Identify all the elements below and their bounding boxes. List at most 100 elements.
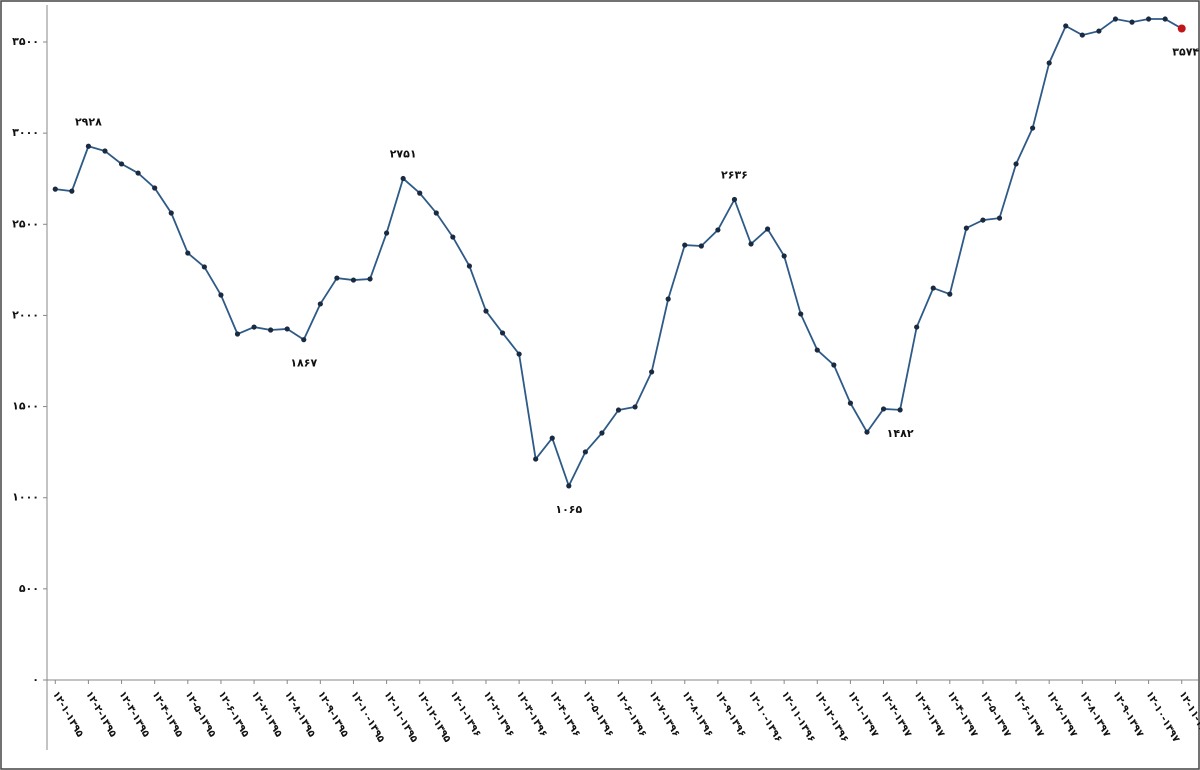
marker — [1013, 161, 1019, 167]
marker — [483, 308, 489, 314]
y-tick-label: ۲۰۰۰ — [12, 308, 39, 321]
x-tick-label: ۱۲-۳-۱۳۹۷ — [911, 690, 946, 740]
x-tick-label: ۱۲-۱-۱۳۹۶ — [448, 690, 483, 740]
marker — [350, 277, 357, 283]
marker — [549, 435, 555, 441]
marker — [682, 242, 688, 248]
marker — [930, 285, 936, 291]
x-tick-label: ۱۲-۱۱-۱۳۹۶ — [779, 690, 817, 745]
x-tick-label: ۱۲-۱۲-۱۳۹۶ — [812, 690, 850, 745]
marker — [417, 190, 423, 196]
y-tick-label: ۵۰۰ — [19, 582, 39, 595]
marker — [201, 264, 207, 270]
marker — [897, 407, 903, 413]
y-tick-label: ۳۵۰۰ — [12, 35, 39, 48]
data-label: ۳۵۷۴ — [1172, 46, 1199, 59]
marker — [632, 404, 638, 410]
x-tick-label: ۱۲-۵-۱۳۹۷ — [978, 690, 1013, 740]
marker — [533, 456, 539, 462]
marker — [665, 296, 671, 302]
marker — [582, 449, 588, 455]
marker — [367, 276, 373, 282]
y-tick-label: ۰ — [32, 673, 39, 686]
x-tick-label: ۱۲-۸-۱۳۹۶ — [680, 690, 715, 740]
marker — [1063, 23, 1069, 29]
marker — [516, 351, 522, 357]
marker — [798, 311, 804, 317]
line — [55, 18, 1183, 489]
x-tick-label: ۱۲-۴-۱۳۹۵ — [149, 690, 184, 740]
marker — [69, 188, 75, 194]
x-tick-label: ۱۲-۱۱-۱۳۹۵ — [381, 690, 419, 745]
marker — [1030, 125, 1036, 131]
x-tick-label: ۱۲-۹-۱۳۹۷ — [1110, 690, 1145, 740]
marker — [268, 327, 274, 333]
x-tick-label: ۱۲-۵-۱۳۹۶ — [580, 690, 615, 740]
marker — [334, 275, 340, 281]
marker — [499, 330, 506, 336]
marker — [947, 291, 953, 297]
marker — [748, 241, 754, 247]
data-label: ۲۷۵۱ — [390, 148, 417, 161]
x-tick-label: ۱۲-۲-۱۳۹۵ — [83, 690, 118, 740]
marker — [715, 227, 721, 233]
marker — [317, 301, 323, 307]
x-tick-label: ۱۲-۷-۱۳۹۷ — [1044, 690, 1079, 740]
marker — [383, 230, 390, 236]
marker — [102, 148, 108, 154]
marker — [814, 347, 820, 353]
x-tick-label: ۱۲-۴-۱۳۹۷ — [945, 690, 980, 740]
marker — [599, 430, 605, 436]
marker — [698, 243, 704, 249]
x-tick-label: ۱۲-۹-۱۳۹۵ — [315, 690, 350, 740]
y-tick-label: ۳۰۰۰ — [12, 126, 39, 139]
marker — [731, 196, 738, 203]
y-tick-label: ۲۵۰۰ — [12, 217, 39, 230]
marker — [218, 292, 224, 298]
x-tick-label: ۱۲-۷-۱۳۹۶ — [646, 690, 681, 740]
marker — [980, 217, 986, 223]
marker — [615, 407, 622, 413]
marker — [400, 175, 406, 182]
marker — [781, 253, 787, 259]
data-label: ۱۰۶۵ — [555, 503, 582, 516]
marker — [135, 170, 141, 176]
x-tick-label: ۱۲-۶-۱۳۹۷ — [1011, 690, 1046, 740]
marker — [52, 186, 58, 192]
marker — [831, 362, 837, 368]
marker — [85, 143, 92, 149]
x-tick-label: ۱۲-۶-۱۳۹۵ — [216, 690, 251, 740]
marker — [996, 215, 1003, 221]
x-tick-label: ۱۲-۹-۱۳۹۶ — [713, 690, 748, 740]
marker — [284, 326, 290, 332]
marker — [301, 337, 307, 343]
data-label: ۲۶۳۶ — [721, 168, 748, 181]
marker — [1079, 32, 1085, 38]
x-tick-label: ۱۲-۱۰-۱۳۹۵ — [348, 690, 386, 745]
marker — [152, 185, 158, 191]
data-label: ۲۹۲۸ — [75, 115, 102, 128]
marker — [1112, 16, 1119, 22]
marker — [963, 225, 969, 231]
marker — [118, 161, 125, 167]
marker — [450, 234, 456, 240]
marker — [880, 406, 887, 412]
marker — [1046, 60, 1052, 66]
x-tick-label: ۱۲-۸-۱۳۹۷ — [1077, 690, 1112, 740]
x-tick-label: ۱۲-۱۲-۱۳۹۵ — [415, 690, 453, 745]
marker — [1177, 24, 1186, 33]
y-tick-label: ۱۵۰۰ — [12, 400, 39, 413]
data-label: ۱۴۸۲ — [887, 427, 914, 440]
x-tick-label: ۱۲-۳-۱۳۹۶ — [514, 690, 549, 740]
x-tick-label: ۱۲-۷-۱۳۹۵ — [249, 690, 284, 740]
marker — [649, 369, 655, 375]
marker — [847, 400, 854, 406]
x-tick-label: ۱۲-۲-۱۳۹۶ — [481, 690, 516, 740]
marker — [185, 250, 191, 256]
marker — [234, 331, 241, 337]
x-tick-label: ۱۲-۶-۱۳۹۶ — [613, 690, 648, 740]
x-tick-label: ۱۲-۴-۱۳۹۶ — [547, 690, 582, 740]
data-label: ۱۸۶۷ — [290, 357, 317, 370]
y-tick-label: ۱۰۰۰ — [12, 491, 39, 504]
